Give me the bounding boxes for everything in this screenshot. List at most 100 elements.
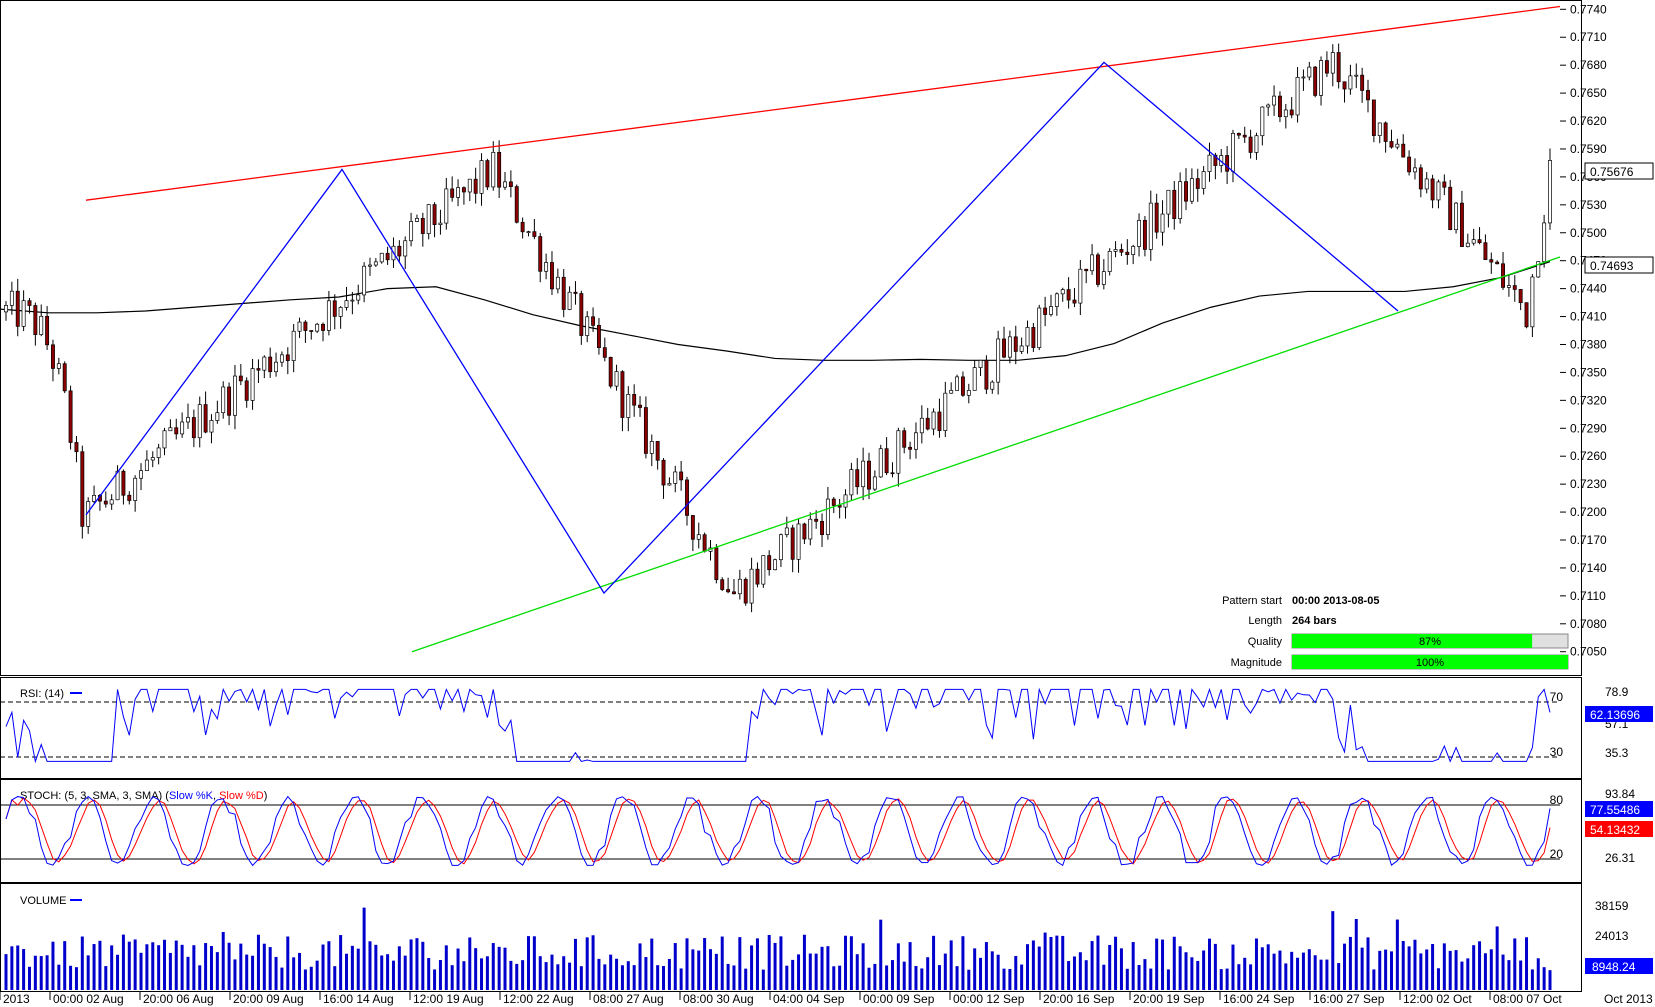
price-tick-label: 0.7530: [1570, 198, 1607, 212]
ma-price-box: [1584, 256, 1654, 274]
candle-body: [139, 470, 143, 479]
stoch-title-separator: ,: [213, 790, 219, 802]
candle-body: [373, 261, 378, 266]
candle-body: [649, 441, 654, 454]
candle-body: [1160, 213, 1165, 233]
candle-body: [825, 498, 830, 535]
candle-body: [966, 390, 971, 396]
price-pane-frame: [0, 0, 1582, 676]
price-tick-label: 0.7410: [1570, 310, 1607, 324]
candle-body: [15, 290, 20, 327]
volume-bar: [1360, 947, 1364, 990]
magnitude-bar-fill: [1292, 655, 1568, 669]
candle-body: [1295, 77, 1300, 116]
candle-body: [608, 356, 613, 387]
volume-bar: [791, 959, 795, 990]
volume-bar: [802, 934, 806, 990]
volume-bar: [1401, 941, 1405, 990]
candle-body: [532, 231, 537, 237]
volume-bar: [926, 957, 930, 990]
volume-bar: [826, 946, 830, 990]
zigzag-pattern: [85, 61, 1399, 595]
volume-bar: [849, 936, 853, 990]
candle-body: [743, 578, 748, 604]
candle-body: [1031, 327, 1036, 348]
volume-bar: [1348, 936, 1352, 990]
price-tick-label: 0.7590: [1570, 142, 1607, 156]
volume-bar: [362, 907, 366, 990]
volume-bar: [1478, 941, 1482, 990]
candle-body: [1471, 239, 1476, 244]
volume-bar: [1442, 943, 1446, 990]
candle-body: [778, 534, 783, 561]
candle-body: [1395, 143, 1400, 148]
candle-body: [368, 264, 372, 267]
candle-body: [690, 515, 695, 540]
volume-bar: [703, 938, 707, 990]
candle-body: [450, 188, 455, 198]
candle-body: [74, 442, 79, 453]
quality-value: 87%: [1419, 636, 1441, 648]
x-tick-label: 20:00 19 Sep: [1133, 992, 1205, 1006]
candle-body: [1007, 336, 1012, 358]
candle-body: [1119, 249, 1124, 253]
volume-bar: [1231, 944, 1235, 990]
candle-body: [514, 186, 519, 223]
candle-body: [385, 252, 390, 261]
volume-bar: [1501, 954, 1505, 990]
candle-body: [555, 276, 560, 290]
volume-bar: [92, 944, 96, 990]
candle-body: [808, 518, 813, 540]
x-tick-label: 20:00 06 Aug: [143, 992, 214, 1006]
volume-bar: [820, 946, 824, 990]
volume-bar: [280, 967, 284, 990]
candle-body: [156, 447, 161, 458]
candle-body: [444, 188, 449, 224]
volume-bar: [1213, 943, 1217, 990]
candle-body: [456, 187, 460, 198]
volume-bar: [121, 934, 125, 990]
volume-bar: [1207, 938, 1211, 990]
candle-body: [291, 330, 296, 361]
x-tick-label: 08:00 27 Aug: [593, 992, 664, 1006]
volume-bar: [544, 962, 548, 990]
volume-bar: [896, 943, 900, 990]
stoch-level-80-label: 80: [1550, 793, 1564, 807]
candle-body: [1178, 181, 1183, 219]
price-tick-label: 0.7050: [1570, 645, 1607, 659]
volume-bar: [74, 967, 78, 990]
volume-bar: [955, 966, 959, 990]
length-label: Length: [1248, 615, 1282, 627]
candle-body: [1242, 134, 1247, 138]
volume-bar: [380, 955, 384, 990]
candle-body: [1377, 122, 1382, 136]
volume-bar: [767, 934, 771, 990]
volume-bar: [444, 945, 448, 990]
volume-bar: [227, 942, 231, 990]
volume-bar: [1337, 963, 1341, 990]
candle-body: [133, 477, 138, 501]
candle-body: [1454, 202, 1459, 231]
candle-body: [620, 371, 625, 418]
volume-bar: [691, 949, 695, 990]
volume-bar: [1313, 955, 1317, 990]
volume-bar: [1084, 960, 1088, 990]
volume-bar: [550, 954, 554, 990]
volume-bar: [215, 952, 219, 990]
candle-body: [1019, 345, 1024, 352]
candle-body: [127, 494, 132, 501]
x-tick-label: 16:00 14 Aug: [323, 992, 394, 1006]
magnitude-label: Magnitude: [1231, 657, 1282, 669]
support-line: [411, 256, 1561, 653]
volume-bar: [908, 942, 912, 990]
candle-body: [1096, 254, 1100, 285]
volume-bar: [556, 964, 560, 990]
candle-body: [233, 375, 237, 416]
candle-body: [591, 316, 596, 326]
volume-bar: [1284, 963, 1288, 990]
moving-average: [0, 261, 1551, 361]
volume-bar: [538, 956, 542, 990]
candle-body: [1236, 133, 1241, 136]
candlesticks: [4, 43, 1552, 613]
volume-bar: [10, 946, 14, 990]
